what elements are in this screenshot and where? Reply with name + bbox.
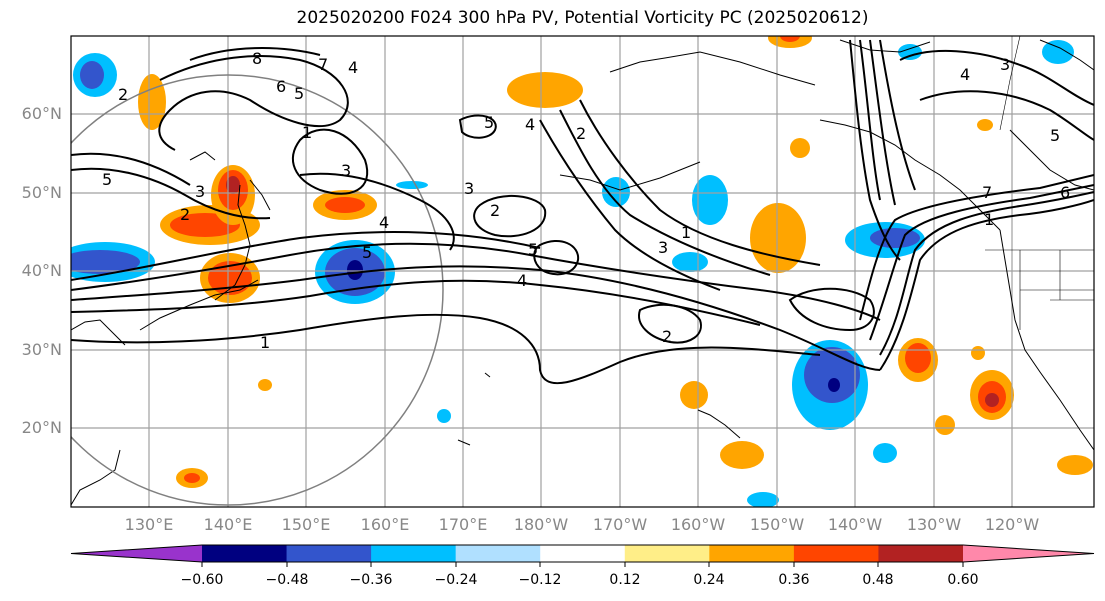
contour-label: 6	[1060, 183, 1070, 202]
lon-label: 130°W	[906, 515, 962, 534]
state-borders	[985, 36, 1094, 330]
contour-label: 2	[576, 124, 586, 143]
colorbar-tick-label: −0.60	[180, 572, 224, 588]
lon-label: 140°E	[203, 515, 253, 534]
colorbar-extend-high	[963, 545, 1094, 562]
colorbar-segment	[878, 545, 964, 562]
colorbar-tick-label: 0.48	[862, 572, 894, 588]
colorbar-segment	[455, 545, 541, 562]
contour-label: 2	[490, 201, 500, 220]
contour-label: 5	[528, 240, 538, 259]
contour-label: 8	[252, 49, 262, 68]
lon-label: 150°E	[281, 515, 331, 534]
lon-label: 180°W	[513, 515, 569, 534]
lon-label: 170°E	[438, 515, 488, 534]
contour-label: 5	[294, 84, 304, 103]
colorbar-tick-label: −0.24	[434, 572, 478, 588]
contour-label: 4	[517, 271, 527, 290]
colorbar-tick-label: 0.60	[947, 572, 979, 588]
colorbar-segment	[371, 545, 457, 562]
range-circle	[71, 74, 444, 506]
gridlines	[71, 36, 1094, 507]
colorbar-extend-low	[71, 545, 202, 562]
contour-label: 1	[984, 210, 994, 229]
lat-label: 40°N	[21, 261, 62, 280]
contour-label: 5	[1050, 126, 1060, 145]
contour-label: 3	[658, 238, 668, 257]
lon-label: 130°E	[124, 515, 174, 534]
contour-label: 2	[118, 85, 128, 104]
contour-label: 2	[180, 205, 190, 224]
contour-label: 3	[1000, 55, 1010, 74]
contour-label: 5	[362, 243, 372, 262]
chart-title: 2025020200 F024 300 hPa PV, Potential Vo…	[296, 8, 869, 28]
colorbar-segment	[540, 545, 626, 562]
contour-label: 4	[379, 213, 389, 232]
colorbar-segment	[624, 545, 710, 562]
contour-label: 2	[662, 327, 672, 346]
lat-label: 60°N	[21, 104, 62, 123]
colorbar-tick-label: 0.24	[693, 572, 725, 588]
contour-label: 1	[302, 123, 312, 142]
contour-label: 5	[102, 170, 112, 189]
lon-label: 120°W	[984, 515, 1040, 534]
map-frame	[70, 35, 1095, 508]
contour-labels: 8 7 6 5 4 3 2 1 5 4 3 2 1 3 2 4 5 6 7 5 …	[102, 49, 1070, 352]
lat-label: 50°N	[21, 183, 62, 202]
colorbar-segment	[709, 545, 795, 562]
lon-label: 160°E	[360, 515, 410, 534]
lon-label: 170°W	[592, 515, 648, 534]
colorbar-segment	[286, 545, 372, 562]
colorbar-tick-label: −0.36	[349, 572, 393, 588]
lat-label: 30°N	[21, 340, 62, 359]
contour-label: 1	[681, 223, 691, 242]
contour-label: 4	[960, 65, 970, 84]
pv-anomaly-shading	[71, 36, 1093, 507]
contour-label: 7	[318, 55, 328, 74]
contour-label: 3	[195, 182, 205, 201]
lon-label: 160°W	[670, 515, 726, 534]
colorbar-tick-label: 0.12	[609, 572, 641, 588]
colorbar-ticks	[201, 562, 964, 567]
contour-label: 4	[525, 115, 535, 134]
contour-label: 5	[484, 113, 494, 132]
colorbar-tick-label: −0.12	[518, 572, 562, 588]
contour-label: 6	[276, 77, 286, 96]
pv-contours	[71, 39, 1094, 385]
contour-label: 4	[348, 58, 358, 77]
colorbar-segment	[202, 545, 288, 562]
colorbar-segment	[793, 545, 879, 562]
colorbar	[70, 544, 1095, 563]
lat-label: 20°N	[21, 418, 62, 437]
contour-label: 3	[464, 179, 474, 198]
colorbar-tick-label: 0.36	[778, 572, 810, 588]
contour-label: 1	[260, 333, 270, 352]
contour-label: 7	[982, 183, 992, 202]
contour-label: 3	[341, 161, 351, 180]
lon-label: 140°W	[827, 515, 883, 534]
lon-label: 150°W	[749, 515, 805, 534]
colorbar-tick-label: −0.48	[265, 572, 309, 588]
